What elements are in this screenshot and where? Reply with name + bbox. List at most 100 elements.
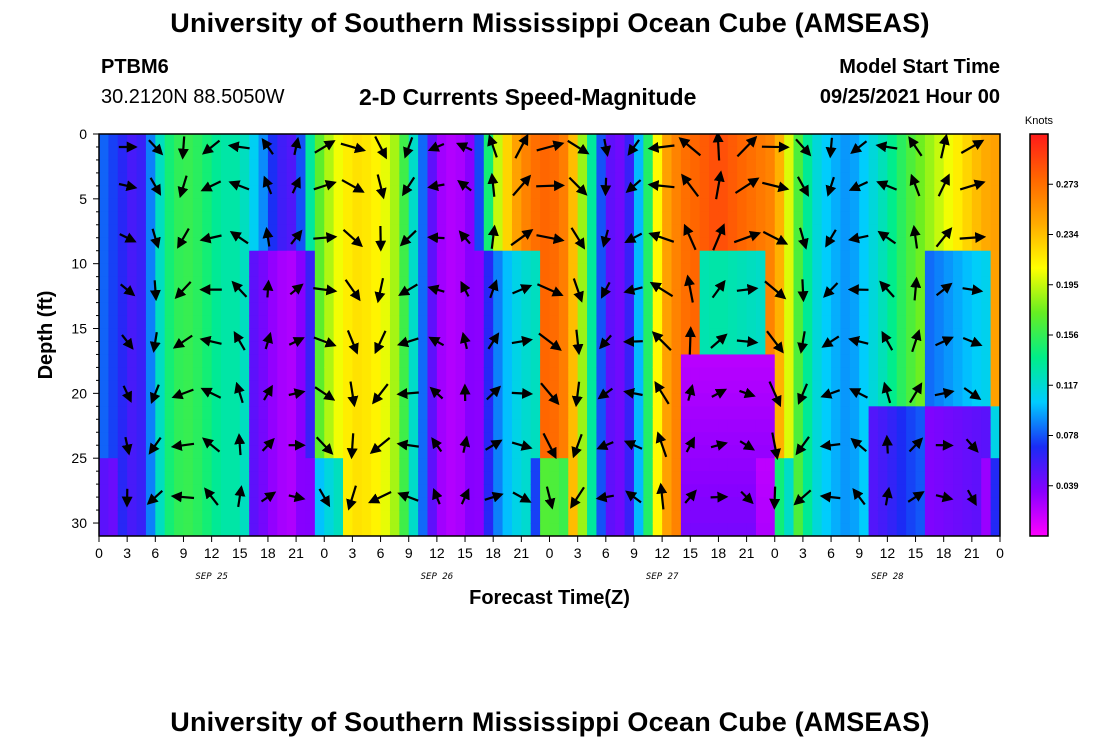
- heat-cell: [896, 419, 907, 433]
- heat-cell: [755, 263, 766, 278]
- heat-cell: [267, 419, 278, 433]
- heat-cell: [727, 419, 738, 433]
- heat-cell: [249, 445, 260, 459]
- heat-cell: [990, 211, 1000, 226]
- heat-cell: [605, 419, 616, 433]
- current-arrow: [374, 135, 387, 160]
- heat-cell: [577, 367, 588, 381]
- heat-cell: [943, 250, 954, 265]
- current-arrow: [346, 485, 357, 511]
- heat-cell: [352, 497, 363, 511]
- heat-cell: [924, 510, 935, 524]
- heat-cell: [887, 315, 898, 330]
- current-arrow: [711, 388, 728, 399]
- heat-cell: [296, 315, 307, 330]
- heat-cell: [690, 159, 701, 174]
- heat-cell: [821, 367, 832, 381]
- heat-cell: [943, 484, 954, 498]
- heat-cell: [296, 172, 307, 187]
- heat-cell: [455, 185, 466, 200]
- heat-cell: [981, 263, 992, 278]
- heat-cell: [408, 263, 419, 278]
- heat-cell: [305, 328, 316, 343]
- heat-cell: [296, 484, 307, 498]
- heat-cell: [371, 263, 382, 278]
- heat-cell: [981, 198, 992, 213]
- heat-cell: [127, 237, 138, 252]
- heat-cell: [389, 484, 400, 498]
- current-arrow: [712, 134, 724, 161]
- heat-cell: [389, 432, 400, 446]
- heat-cell: [934, 211, 945, 226]
- heat-cell: [99, 198, 109, 213]
- heat-cell: [896, 380, 907, 394]
- heat-cell: [361, 250, 372, 265]
- heat-cell: [174, 354, 185, 369]
- heat-cell: [333, 211, 344, 226]
- heat-cell: [258, 458, 269, 472]
- heat-cell: [155, 510, 166, 524]
- current-arrow: [536, 233, 565, 245]
- heat-cell: [774, 380, 785, 394]
- heat-cell: [314, 445, 325, 459]
- heat-cell: [793, 484, 804, 498]
- y-tick-label: 5: [79, 191, 87, 207]
- heat-cell: [727, 458, 738, 472]
- heat-cell: [192, 146, 203, 161]
- heat-cell: [286, 354, 297, 369]
- current-arrow: [935, 282, 953, 297]
- heat-cell: [915, 510, 926, 524]
- heat-cell: [511, 289, 522, 304]
- heat-cell: [455, 250, 466, 265]
- heat-cell: [737, 367, 748, 381]
- heat-cell: [211, 419, 222, 433]
- heat-cell: [802, 406, 813, 420]
- heat-cell: [108, 289, 119, 304]
- heat-cell: [615, 419, 626, 433]
- heat-cell: [549, 419, 560, 433]
- heat-cell: [333, 185, 344, 200]
- heat-cell: [737, 198, 748, 213]
- heat-cell: [192, 341, 203, 356]
- heat-cell: [474, 211, 485, 226]
- heat-cell: [314, 315, 325, 330]
- heat-cell: [493, 445, 504, 459]
- heat-cell: [183, 497, 194, 511]
- heat-cell: [192, 250, 203, 265]
- heat-cell: [465, 172, 476, 187]
- heat-cell: [652, 289, 663, 304]
- heat-cell: [755, 432, 766, 446]
- heat-cell: [145, 315, 156, 330]
- heat-cell: [427, 393, 438, 407]
- heat-cell: [127, 302, 138, 317]
- heat-cell: [455, 367, 466, 381]
- heat-cell: [108, 393, 119, 407]
- heat-cell: [286, 185, 297, 200]
- heat-cell: [727, 406, 738, 420]
- heat-cell: [127, 315, 138, 330]
- heat-cell: [915, 134, 926, 148]
- heat-cell: [418, 185, 429, 200]
- heat-cell: [136, 315, 147, 330]
- heat-cell: [615, 367, 626, 381]
- heat-cell: [418, 380, 429, 394]
- heat-cell: [953, 159, 964, 174]
- heat-cell: [633, 497, 644, 511]
- heat-cell: [784, 497, 795, 511]
- heat-cell: [755, 380, 766, 394]
- heat-cell: [371, 172, 382, 187]
- current-arrow: [713, 170, 725, 200]
- current-arrow: [681, 173, 700, 198]
- current-arrow: [228, 180, 250, 191]
- heat-cell: [502, 198, 513, 213]
- heat-cell: [258, 289, 269, 304]
- heat-cell: [483, 419, 494, 433]
- heat-cell: [286, 406, 297, 420]
- heat-cell: [399, 211, 410, 226]
- current-arrow: [121, 436, 133, 456]
- heat-cell: [765, 146, 776, 161]
- heat-cell: [305, 185, 316, 200]
- heat-cell: [99, 185, 109, 200]
- heat-cell: [361, 237, 372, 252]
